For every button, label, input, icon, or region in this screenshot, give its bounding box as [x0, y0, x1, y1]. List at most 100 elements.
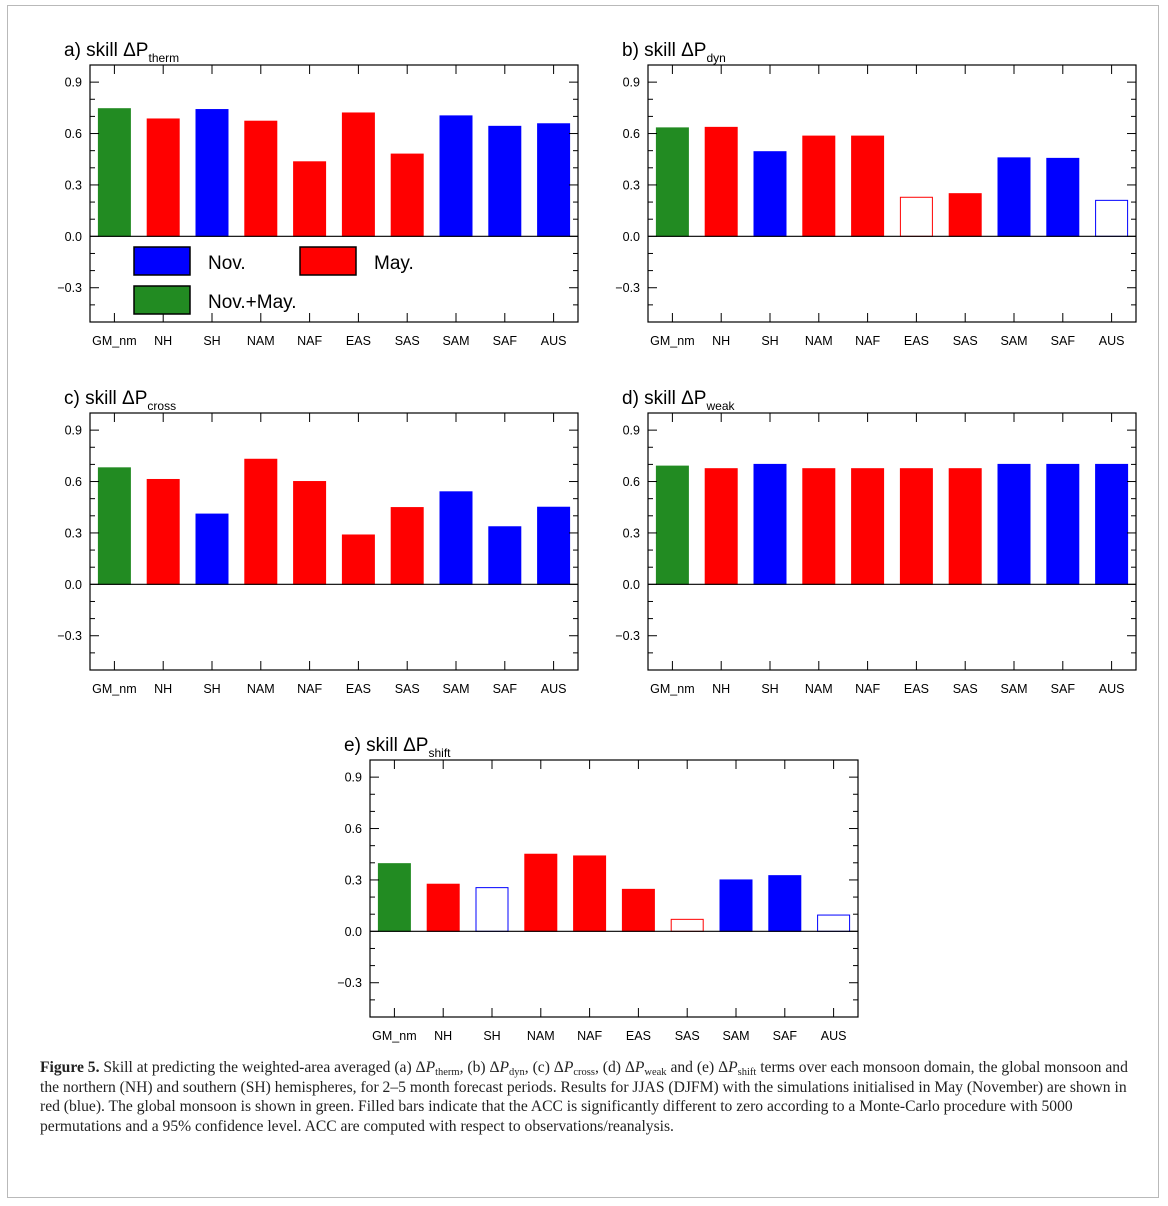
bar-gm-nm: [97, 108, 131, 237]
y-tick-label: 0.0: [65, 578, 82, 592]
plot-frame: [89, 64, 579, 323]
x-tick-label: SAF: [773, 1029, 798, 1043]
bar-gm-nm: [655, 465, 689, 585]
bar-sh: [195, 513, 229, 585]
x-tick-label: AUS: [541, 682, 567, 696]
bar-eas: [341, 534, 375, 585]
bar-nh: [146, 118, 180, 237]
x-tick-label: GM_nm: [372, 1029, 416, 1043]
y-tick-label: 0.6: [623, 127, 640, 141]
bar-sam: [997, 157, 1031, 237]
panel-title: e) skill ΔPshift: [344, 735, 451, 760]
plot-frame: [647, 412, 1137, 671]
panel-c: 0.9 0.6 0.3 0.0 −0.3 GM_nm NH SH NAM NAF EAS SAS SAM…: [57, 388, 579, 696]
bar-sas: [390, 153, 424, 237]
y-tick-label: 0.6: [345, 822, 362, 836]
y-tick-label: −0.3: [615, 629, 640, 643]
plot-frame: [89, 412, 579, 671]
panel-title: a) skill ΔPtherm: [64, 40, 179, 65]
bar-nh: [146, 478, 180, 585]
x-tick-label: EAS: [904, 682, 929, 696]
legend-swatch: [133, 285, 191, 315]
legend-label: May.: [374, 253, 414, 274]
bar-saf: [1046, 463, 1080, 585]
bar-nh: [704, 126, 738, 237]
y-tick-label: −0.3: [57, 629, 82, 643]
x-tick-label: SAM: [442, 334, 469, 348]
bar-nam: [802, 135, 836, 237]
legend-swatch: [133, 246, 191, 276]
bar-nam: [244, 458, 278, 585]
bar-sam: [997, 463, 1031, 585]
x-tick-label: SAS: [395, 682, 420, 696]
legend-label: Nov.: [208, 253, 246, 274]
x-tick-label: NAM: [805, 682, 833, 696]
bar-sam: [439, 115, 473, 237]
bar-sh: [753, 151, 787, 237]
bar-sh: [475, 887, 509, 932]
legend-swatch: [299, 246, 357, 276]
bar-naf: [573, 855, 607, 932]
x-tick-label: NAF: [577, 1029, 602, 1043]
x-tick-label: SAF: [493, 334, 518, 348]
bar-sam: [719, 879, 753, 932]
x-tick-label: NAF: [855, 682, 880, 696]
y-tick-label: −0.3: [57, 281, 82, 295]
bar-eas: [899, 468, 933, 585]
panel-e: 0.9 0.6 0.3 0.0 −0.3 GM_nm NH SH NAM NAF EAS SAS SAM…: [337, 735, 859, 1043]
figure-caption: Figure 5. Skill at predicting the weight…: [40, 1059, 1128, 1135]
x-tick-label: EAS: [904, 334, 929, 348]
bar-naf: [293, 161, 327, 237]
x-tick-label: NH: [712, 334, 730, 348]
bar-aus: [1095, 199, 1129, 237]
bar-aus: [537, 123, 571, 237]
x-tick-label: SH: [761, 682, 778, 696]
panel-a: 0.9 0.6 0.3 0.0 −0.3 GM_nm NH SH NAM NAF EAS SAS SAM…: [57, 40, 579, 348]
bar-eas: [621, 888, 655, 932]
y-tick-label: 0.9: [345, 771, 362, 785]
bar-naf: [851, 468, 885, 585]
plot-frame: [369, 759, 859, 1018]
x-tick-label: NH: [154, 334, 172, 348]
x-tick-label: GM_nm: [92, 334, 136, 348]
x-tick-label: SAS: [675, 1029, 700, 1043]
y-tick-label: 0.6: [65, 127, 82, 141]
x-tick-label: SH: [761, 334, 778, 348]
y-tick-label: 0.3: [623, 526, 640, 540]
x-tick-label: SAS: [395, 334, 420, 348]
y-tick-label: −0.3: [615, 281, 640, 295]
y-tick-label: 0.6: [623, 475, 640, 489]
y-tick-label: 0.9: [623, 76, 640, 90]
bar-sam: [439, 491, 473, 585]
bar-nh: [704, 468, 738, 585]
panel-b: 0.9 0.6 0.3 0.0 −0.3 GM_nm NH SH NAM NAF EAS SAS SAM…: [615, 40, 1137, 348]
bar-sas: [390, 507, 424, 585]
bar-saf: [488, 526, 522, 585]
y-tick-label: 0.9: [65, 424, 82, 438]
bar-aus: [537, 506, 571, 585]
plot-frame: [647, 64, 1137, 323]
x-tick-label: NH: [712, 682, 730, 696]
x-tick-label: GM_nm: [650, 682, 694, 696]
x-tick-label: AUS: [1099, 682, 1125, 696]
bar-gm-nm: [377, 863, 411, 932]
bar-sas: [670, 918, 704, 932]
y-tick-label: 0.0: [65, 230, 82, 244]
x-tick-label: AUS: [821, 1029, 847, 1043]
legend: Nov. May. Nov.+May.: [133, 246, 414, 315]
bar-nh: [426, 883, 460, 932]
x-tick-label: SAM: [442, 682, 469, 696]
bar-eas: [899, 196, 933, 237]
figure-frame: [7, 5, 1159, 1198]
x-tick-label: SH: [203, 682, 220, 696]
x-tick-label: NAM: [247, 682, 275, 696]
bar-saf: [488, 125, 522, 237]
bar-nam: [244, 120, 278, 237]
bar-nam: [802, 468, 836, 585]
y-tick-label: 0.9: [65, 76, 82, 90]
bar-gm-nm: [655, 127, 689, 237]
x-tick-label: NAF: [297, 334, 322, 348]
x-tick-label: AUS: [1099, 334, 1125, 348]
x-tick-label: NAM: [805, 334, 833, 348]
bar-naf: [293, 481, 327, 585]
